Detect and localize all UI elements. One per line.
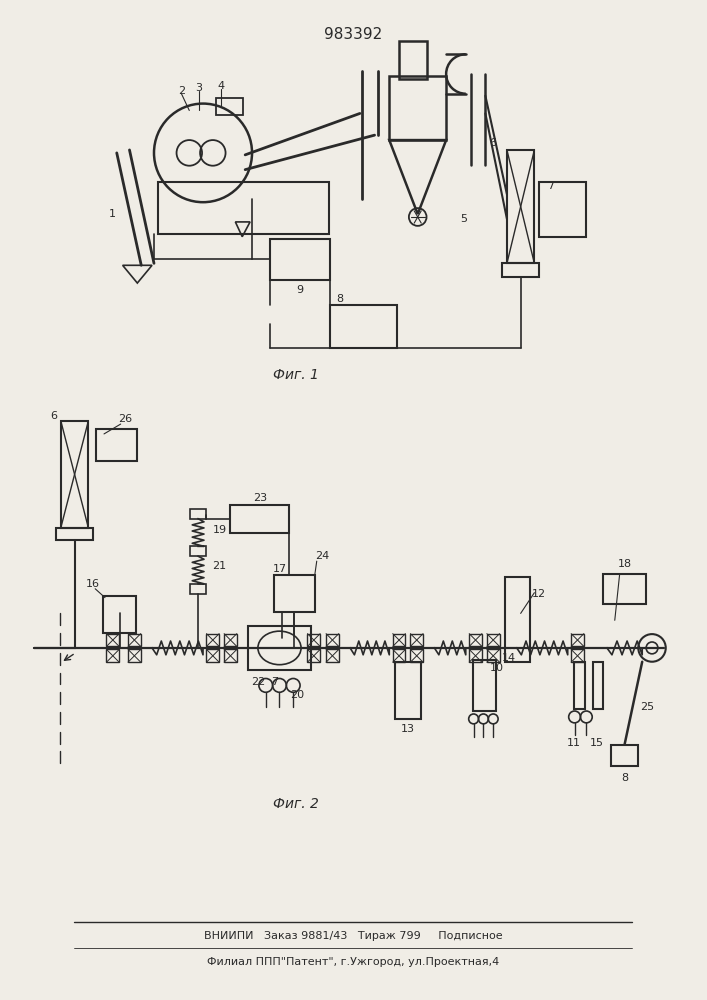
Bar — [107, 649, 119, 662]
Bar — [224, 649, 237, 662]
Bar — [487, 649, 500, 662]
Bar — [571, 649, 584, 662]
Text: ВНИИПИ   Заказ 9881/43   Тираж 799     Подписное: ВНИИПИ Заказ 9881/43 Тираж 799 Подписное — [204, 931, 502, 941]
Text: 18: 18 — [617, 559, 631, 569]
Bar — [96, 429, 137, 461]
Text: 9: 9 — [296, 285, 303, 295]
Bar — [190, 584, 206, 594]
Text: 24: 24 — [315, 551, 329, 561]
Bar — [410, 649, 423, 662]
Bar — [56, 528, 93, 540]
Bar — [190, 546, 206, 556]
Bar — [128, 634, 141, 646]
Bar — [505, 577, 530, 662]
Bar — [230, 505, 289, 533]
Text: 16: 16 — [86, 579, 100, 589]
Bar — [330, 305, 397, 348]
Bar — [190, 509, 206, 519]
Text: Фиг. 2: Фиг. 2 — [273, 797, 319, 811]
Text: 4: 4 — [217, 81, 224, 91]
Text: 7: 7 — [271, 677, 278, 687]
Bar — [107, 634, 119, 646]
Text: 10: 10 — [490, 663, 504, 673]
Text: Филиал ППП"Патент", г.Ужгород, ул.Проектная,4: Филиал ППП"Патент", г.Ужгород, ул.Проект… — [207, 957, 499, 967]
Bar — [308, 634, 320, 646]
Bar — [611, 745, 638, 766]
Text: Фиг. 1: Фиг. 1 — [273, 368, 319, 382]
Text: 8: 8 — [621, 773, 628, 783]
Bar — [392, 634, 405, 646]
Text: 6: 6 — [50, 411, 57, 421]
Text: 26: 26 — [119, 414, 133, 424]
Text: 14: 14 — [502, 653, 516, 663]
Text: 19: 19 — [213, 525, 227, 535]
Text: 983392: 983392 — [324, 27, 382, 42]
Bar — [395, 662, 421, 719]
Text: 23: 23 — [253, 493, 267, 503]
Text: 22: 22 — [251, 677, 265, 687]
Bar — [390, 76, 446, 140]
Text: 13: 13 — [401, 724, 415, 734]
Bar — [326, 634, 339, 646]
Bar — [603, 574, 646, 604]
Text: 1: 1 — [110, 209, 117, 219]
Bar — [128, 649, 141, 662]
Text: 12: 12 — [532, 589, 547, 599]
Bar — [469, 649, 482, 662]
Text: 21: 21 — [213, 561, 227, 571]
Bar — [206, 634, 219, 646]
Bar — [399, 41, 426, 79]
Bar — [469, 634, 482, 646]
Bar — [326, 649, 339, 662]
Bar — [158, 182, 329, 234]
Text: 11: 11 — [566, 738, 580, 748]
Bar — [61, 421, 88, 528]
Text: 17: 17 — [272, 564, 286, 574]
Bar — [472, 660, 496, 711]
Bar — [269, 239, 330, 280]
Text: 15: 15 — [590, 738, 604, 748]
Bar — [539, 182, 586, 237]
Bar — [571, 634, 584, 646]
Text: 25: 25 — [640, 702, 654, 712]
Text: 6: 6 — [490, 138, 497, 148]
Bar — [103, 596, 136, 633]
Bar — [410, 634, 423, 646]
Text: 5: 5 — [460, 214, 467, 224]
Text: 3: 3 — [196, 83, 203, 93]
Bar — [308, 649, 320, 662]
Bar — [392, 649, 405, 662]
Text: 7: 7 — [547, 181, 554, 191]
Bar — [507, 150, 534, 263]
Bar — [206, 649, 219, 662]
Bar — [502, 263, 539, 277]
Bar — [573, 662, 585, 709]
Text: 20: 20 — [290, 690, 304, 700]
Bar — [224, 634, 237, 646]
Text: 2: 2 — [178, 86, 185, 96]
Bar — [216, 98, 243, 115]
Bar — [274, 575, 315, 612]
Bar — [248, 626, 311, 670]
Bar — [593, 662, 603, 709]
Bar — [487, 634, 500, 646]
Text: 8: 8 — [337, 294, 344, 304]
